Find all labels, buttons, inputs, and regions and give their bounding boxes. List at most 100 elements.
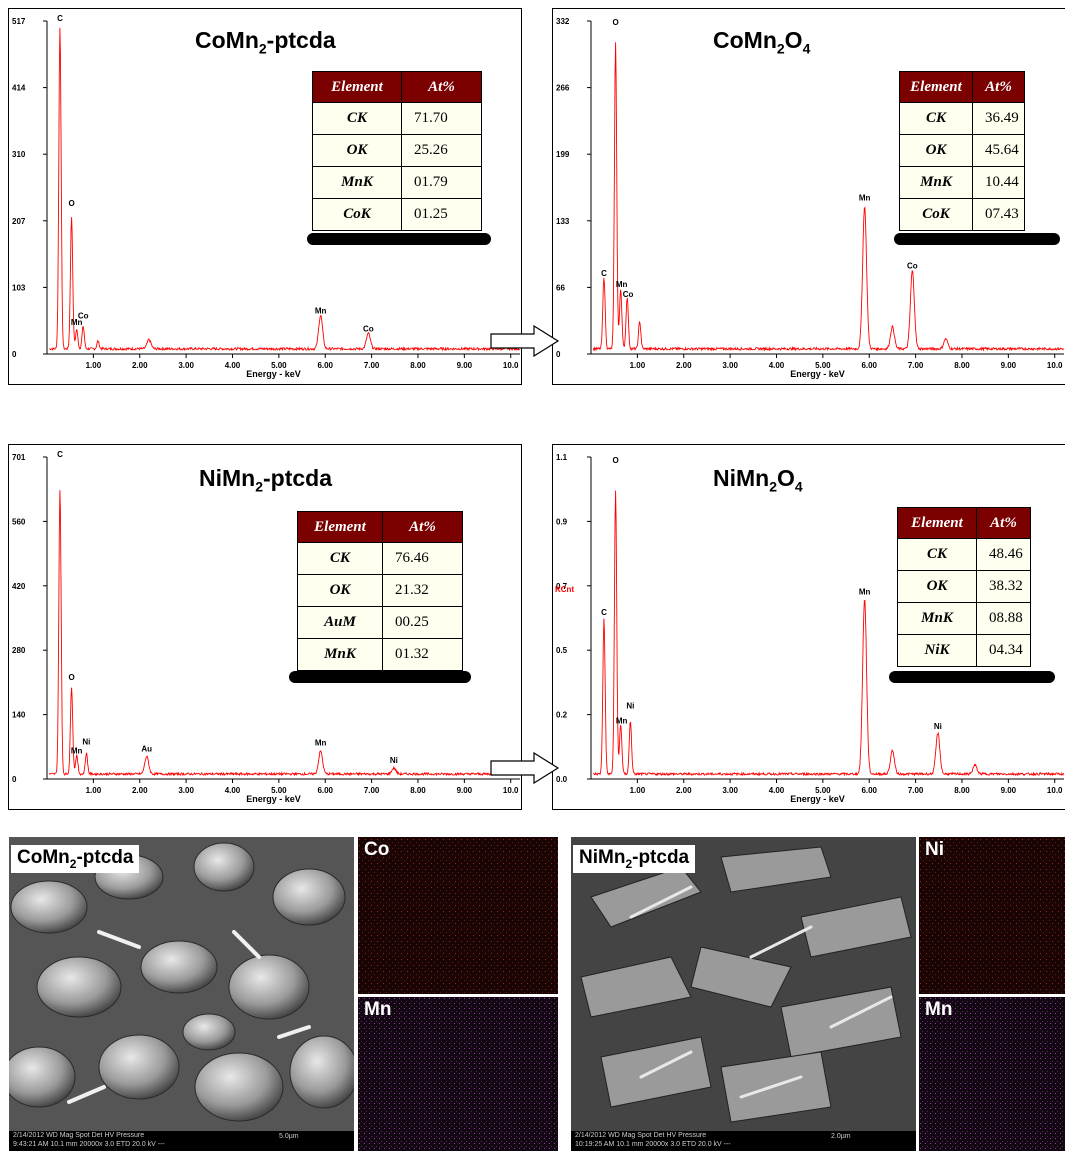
element-cell: CK	[897, 538, 977, 571]
peak-label: O	[612, 456, 618, 465]
y-tick-label: 280	[12, 646, 26, 655]
element-cell: MnK	[899, 166, 973, 199]
x-axis-label: Energy - keV	[790, 369, 845, 379]
value-cell: 45.64	[972, 134, 1025, 167]
table-base-bar	[889, 671, 1055, 683]
element-cell: OK	[897, 570, 977, 603]
y-tick-label: 517	[12, 17, 26, 26]
scale-bar-label: 2.0µm	[831, 1133, 851, 1140]
y-tick-label: 207	[12, 217, 26, 226]
y-axis-label: KCnt	[555, 585, 574, 594]
sem-info-bar: 2/14/2012 WD Mag Spot Det HV Pressure 10…	[571, 1131, 916, 1151]
peak-label: Co	[363, 324, 374, 333]
value-cell: 10.44	[972, 166, 1025, 199]
element-cell: OK	[899, 134, 973, 167]
element-cell: CK	[899, 102, 973, 135]
spectrum-panel-comn2-ptcda: 517 414 310 207 103 0 1.00 2.00 3.00 4.00 5.00 6.00…	[8, 8, 522, 385]
x-tick-label: 4.00	[225, 786, 241, 795]
value-cell: 00.25	[382, 606, 463, 639]
peak-label: Co	[623, 290, 634, 299]
y-tick-label: 133	[556, 217, 570, 226]
x-tick-label: 6.00	[317, 361, 333, 370]
element-cell: MnK	[897, 602, 977, 635]
spectrum-chart: 701 560 420 280 140 0 1.00 2.00 3.00 4.00 5.00 6.00…	[12, 450, 520, 804]
map-noise	[919, 997, 1065, 1151]
y-tick-label: 66	[556, 283, 565, 292]
x-tick-label: 8.00	[954, 786, 970, 795]
y-tick-label: 0.7	[556, 582, 568, 591]
spectrum-chart: 332 266 199 133 66 0 1.00 2.00 3.00 4.00 5.00 6.00 7…	[556, 17, 1064, 379]
panel-title: CoMn2O4	[713, 27, 811, 57]
map-label: Co	[364, 839, 390, 860]
y-tick-label: 0.2	[556, 711, 568, 720]
y-tick-label: 0.9	[556, 517, 568, 526]
value-cell: 01.32	[382, 638, 463, 671]
x-tick-label: 5.00	[271, 361, 287, 370]
y-tick-label: 199	[556, 150, 570, 159]
spectrum-line	[48, 490, 520, 777]
x-tick-label: 2.00	[676, 786, 692, 795]
element-cell: CoK	[312, 198, 402, 231]
y-tick-label: 0	[12, 350, 17, 359]
map-noise	[919, 837, 1065, 994]
x-tick-label: 9.00	[1001, 361, 1017, 370]
micrograph-label: CoMn2-ptcda	[11, 845, 140, 873]
table-header-element: Element	[312, 71, 402, 103]
sem-info-line: 2/14/2012 WD Mag Spot Det HV Pressure	[13, 1132, 145, 1139]
peak-label: C	[57, 450, 63, 459]
x-tick-label: 10.0	[503, 786, 519, 795]
x-tick-label: 3.00	[178, 786, 194, 795]
x-tick-label: 4.00	[225, 361, 241, 370]
sem-texture	[9, 837, 354, 1131]
sem-info-line: 9:43:21 AM 10.1 mm 20000x 3.0 ETD 20.0 k…	[13, 1141, 165, 1148]
value-cell: 71.70	[401, 102, 482, 135]
x-tick-label: 5.00	[815, 361, 831, 370]
x-axis-label: Energy - keV	[790, 794, 845, 804]
y-tick-label: 266	[556, 84, 570, 93]
x-tick-label: 9.00	[457, 361, 473, 370]
element-cell: CK	[312, 102, 402, 135]
table-base-bar	[289, 671, 471, 683]
value-cell: 21.32	[382, 574, 463, 607]
element-cell: AuM	[297, 606, 383, 639]
y-tick-label: 103	[12, 283, 26, 292]
spectrum-panel-nimn2o4: 1.1 0.9 0.7 0.5 0.2 0.0 1.00 2.00 3.00 4.00 5.00 6.…	[552, 444, 1065, 810]
sem-micrograph-nimn2-ptcda: NiMn2-ptcda 2/14/2012 WD Mag Spot Det HV…	[571, 837, 916, 1151]
element-cell: OK	[312, 134, 402, 167]
y-tick-label: 0	[12, 775, 17, 784]
composition-table: Element At% CK 48.46 OK 38.32 MnK 08.88 NiK 0…	[897, 507, 1031, 667]
peak-label: Mn	[859, 194, 871, 203]
table-base-bar	[307, 233, 491, 245]
spectrum-panel-nimn2-ptcda: 701 560 420 280 140 0 1.00 2.00 3.00 4.00 5.00 6.00…	[8, 444, 522, 810]
peak-label: Mn	[71, 747, 83, 756]
x-tick-label: 1.00	[630, 786, 646, 795]
element-cell: OK	[297, 574, 383, 607]
scale-bar-label: 5.0µm	[279, 1133, 299, 1140]
spectrum-panel-comn2o4: 332 266 199 133 66 0 1.00 2.00 3.00 4.00 5.00 6.00 7…	[552, 8, 1065, 385]
eds-map-mn: Mn	[919, 997, 1065, 1151]
y-tick-label: 140	[12, 711, 26, 720]
peak-label: Co	[907, 262, 918, 271]
y-tick-label: 701	[12, 453, 26, 462]
table-header-at: At%	[976, 507, 1031, 539]
x-tick-label: 9.00	[457, 786, 473, 795]
table-header-element: Element	[897, 507, 977, 539]
peak-label: O	[612, 18, 618, 27]
sem-info-line: 2/14/2012 WD Mag Spot Det HV Pressure	[575, 1132, 707, 1139]
x-tick-label: 3.00	[178, 361, 194, 370]
sem-info-line: 10:19:25 AM 10.1 mm 20000x 3.0 ETD 20.0 …	[575, 1141, 731, 1148]
spectrum-line	[593, 490, 1064, 777]
x-tick-label: 6.00	[861, 786, 877, 795]
sem-info-bar: 2/14/2012 WD Mag Spot Det HV Pressure 9:…	[9, 1131, 354, 1151]
value-cell: 01.79	[401, 166, 482, 199]
peak-label: Mn	[616, 280, 628, 289]
y-tick-label: 1.1	[556, 453, 568, 462]
x-tick-label: 7.00	[908, 786, 924, 795]
y-tick-label: 0	[556, 350, 561, 359]
peak-label: C	[601, 608, 607, 617]
x-tick-label: 10.0	[1047, 786, 1063, 795]
y-tick-label: 0.5	[556, 646, 568, 655]
peak-label: Mn	[71, 318, 83, 327]
x-tick-label: 7.00	[908, 361, 924, 370]
value-cell: 01.25	[401, 198, 482, 231]
